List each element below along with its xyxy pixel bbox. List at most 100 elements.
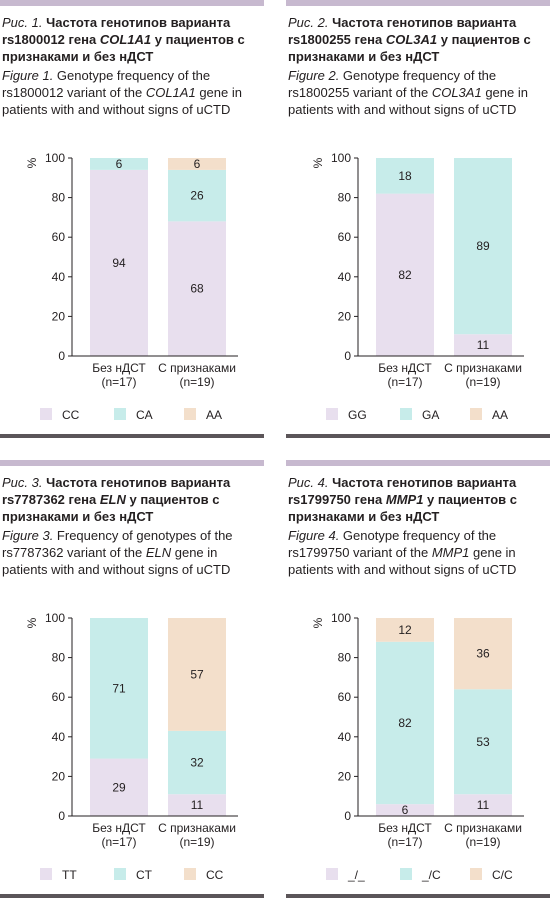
bar-segment-ct	[168, 730, 226, 795]
category-label: Без нДСТ	[378, 361, 432, 375]
bar-segment-aa	[168, 158, 226, 170]
y-tick-label: 100	[331, 611, 351, 625]
data-label: 6	[116, 157, 123, 171]
legend-label: _/C	[421, 868, 441, 882]
caption-en-text-end: gene in patients with and without signs …	[2, 545, 231, 577]
data-label: 11	[191, 798, 204, 812]
y-tick-label: 60	[52, 230, 66, 244]
bar-segment-ca	[90, 158, 148, 170]
caption-ru-text-end: у пациентов с признаками и без нДСТ	[2, 492, 220, 524]
legend-swatch-aa	[184, 408, 196, 420]
caption-en-label: Figure 3.	[2, 528, 54, 543]
bar-segment-ga	[454, 158, 512, 335]
category-label: Без нДСТ	[378, 821, 432, 835]
category-count: (n=19)	[465, 835, 500, 849]
y-tick-label: 100	[45, 611, 65, 625]
bar-segment-tt	[90, 758, 148, 816]
category-label: С признаками	[158, 361, 236, 375]
category-label: С признаками	[158, 821, 236, 835]
y-tick-label: 40	[338, 730, 352, 744]
legend-label: AA	[492, 408, 508, 422]
caption-ru-label: Рис. 2.	[288, 15, 329, 30]
y-tick-label: 60	[338, 690, 352, 704]
panel-top-bar	[0, 0, 264, 6]
caption-ru: Рис. 4. Частота генотипов варианта rs179…	[288, 474, 550, 525]
stacked-bar-chart: 82 18 Без нДСТ(n=17) 11 89 С признаками(n=19)…	[311, 151, 524, 422]
y-tick-label: 40	[52, 270, 66, 284]
data-label: 11	[477, 338, 490, 352]
data-label: 29	[112, 780, 126, 794]
legend-label: C/C	[492, 868, 513, 882]
bar-segment--c	[454, 689, 512, 795]
panel-bottom-bar	[0, 434, 264, 438]
category-label: С признаками	[444, 821, 522, 835]
category-count: (n=19)	[179, 835, 214, 849]
bar-segment--c	[376, 641, 434, 805]
figure-panel-4: Рис. 4. Частота генотипов варианта rs179…	[286, 460, 550, 908]
bar-segment-gg	[376, 193, 434, 356]
legend-swatch--c	[400, 868, 412, 880]
y-tick-label: 0	[58, 349, 65, 363]
caption-ru: Рис. 1. Частота генотипов варианта rs180…	[2, 14, 264, 65]
legend-swatch-cc	[40, 408, 52, 420]
y-tick-label: 20	[338, 309, 352, 323]
panel-bottom-bar	[286, 894, 550, 898]
caption-en: Figure 1. Genotype frequency of the rs18…	[2, 67, 264, 118]
category-count: (n=17)	[387, 375, 422, 389]
legend-label: TT	[62, 868, 77, 882]
data-label: 94	[112, 256, 126, 270]
y-axis-label: %	[25, 157, 39, 168]
data-label: 71	[112, 681, 126, 695]
data-label: 6	[402, 803, 409, 817]
gene-name: ELN	[99, 492, 126, 507]
y-tick-label: 100	[45, 151, 65, 165]
panel-bottom-bar	[0, 894, 264, 898]
data-label: 18	[398, 169, 412, 183]
category-label: Без нДСТ	[92, 821, 146, 835]
data-label: 26	[190, 189, 204, 203]
bar-segment--	[376, 804, 434, 816]
caption-en-label: Figure 1.	[2, 68, 54, 83]
data-label: 89	[476, 239, 490, 253]
caption-en-text: Genotype frequency of the rs1799750 vari…	[288, 528, 497, 560]
y-tick-label: 80	[338, 191, 352, 205]
bar-segment-cc	[90, 169, 148, 356]
category-count: (n=17)	[101, 835, 136, 849]
caption-en-label: Figure 2.	[288, 68, 340, 83]
figure-panel-3: Рис. 3. Частота генотипов варианта rs778…	[0, 460, 264, 908]
bar-segment-ga	[376, 158, 434, 194]
category-count: (n=19)	[179, 375, 214, 389]
caption-en: Figure 3. Frequency of genotypes of the …	[2, 527, 264, 578]
y-axis-label: %	[311, 617, 325, 628]
caption-en-text: Genotype frequency of the rs1800255 vari…	[288, 68, 497, 100]
legend-swatch-cc	[184, 868, 196, 880]
gene-name: ELN	[145, 545, 172, 560]
data-label: 32	[190, 756, 204, 770]
bar-segment--	[454, 794, 512, 816]
category-label: С признаками	[444, 361, 522, 375]
panel-top-bar	[0, 460, 264, 466]
figure-panel-1: Рис. 1. Частота генотипов варианта rs180…	[0, 0, 264, 448]
y-tick-label: 80	[52, 651, 66, 665]
bar-segment-gg	[454, 334, 512, 356]
caption-ru: Рис. 2. Частота генотипов варианта rs180…	[288, 14, 550, 65]
gene-name: MMP1	[385, 492, 424, 507]
caption-en-text-end: gene in patients with and without signs …	[288, 545, 517, 577]
data-label: 57	[190, 667, 204, 681]
category-count: (n=17)	[387, 835, 422, 849]
caption-en: Figure 4. Genotype frequency of the rs17…	[288, 527, 550, 578]
data-label: 53	[476, 735, 490, 749]
y-tick-label: 20	[52, 309, 66, 323]
category-count: (n=17)	[101, 375, 136, 389]
y-tick-label: 0	[344, 349, 351, 363]
bar-segment-c-c	[454, 618, 512, 690]
y-tick-label: 0	[58, 809, 65, 823]
y-tick-label: 100	[331, 151, 351, 165]
figure-panel-2: Рис. 2. Частота генотипов варианта rs180…	[286, 0, 550, 448]
caption-en-text-end: gene in patients with and without signs …	[2, 85, 242, 117]
caption-ru-label: Рис. 1.	[2, 15, 43, 30]
data-label: 36	[476, 647, 490, 661]
panel-top-bar	[286, 0, 550, 6]
caption-en: Figure 2. Genotype frequency of the rs18…	[288, 67, 550, 118]
legend-label: CC	[62, 408, 80, 422]
